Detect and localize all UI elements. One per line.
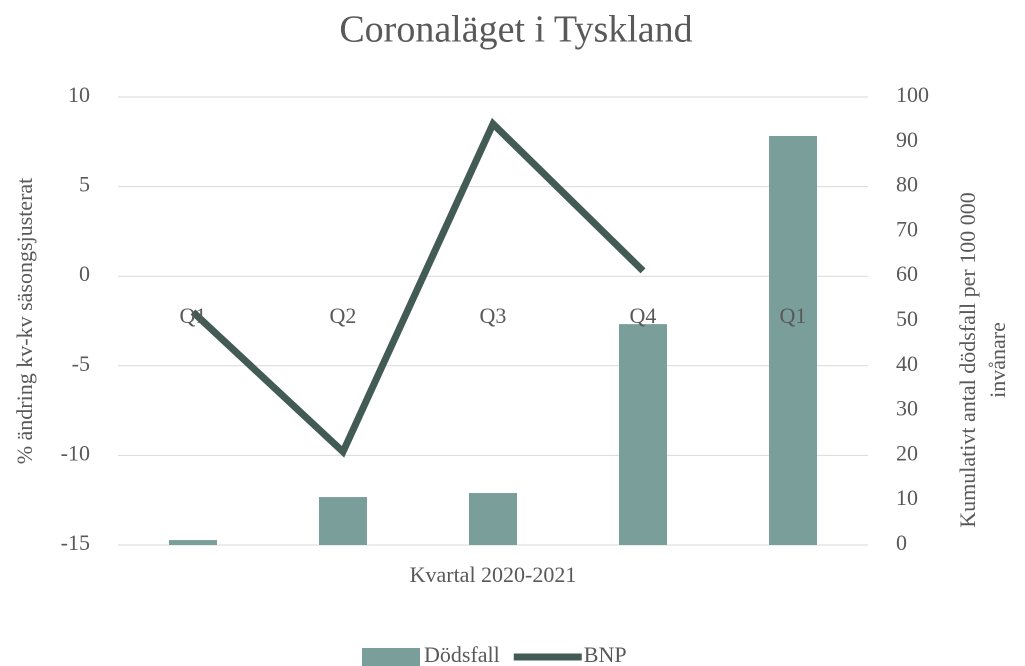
y2-tick-label: 20 (896, 440, 918, 465)
bar (619, 324, 667, 545)
y2-tick-label: 30 (896, 396, 918, 421)
y2-tick-label: 60 (896, 261, 918, 286)
y-tick-label: -15 (61, 530, 90, 555)
y-tick-label: 10 (68, 82, 90, 107)
y-tick-label: 0 (79, 261, 90, 286)
legend-label: BNP (584, 642, 627, 666)
x-tick-label: Q1 (180, 303, 207, 328)
legend-swatch (362, 648, 420, 666)
y2-tick-label: 80 (896, 172, 918, 197)
y2-tick-label: 90 (896, 127, 918, 152)
bar (469, 493, 517, 545)
y-tick-label: 5 (79, 172, 90, 197)
y2-tick-label: 10 (896, 485, 918, 510)
y-tick-label: -10 (61, 440, 90, 465)
x-tick-label: Q2 (330, 303, 357, 328)
bar (169, 540, 217, 545)
bar (769, 135, 817, 545)
y2-tick-label: 0 (896, 530, 907, 555)
x-axis-title: Kvartal 2020-2021 (410, 562, 577, 587)
line (190, 117, 646, 458)
legend-label: Dödsfall (424, 642, 500, 666)
y2-axis-title: invånare (985, 322, 1010, 398)
y-tick-label: -5 (72, 351, 90, 376)
x-tick-label: Q3 (480, 303, 507, 328)
y2-tick-label: 50 (896, 306, 918, 331)
y2-tick-label: 100 (896, 82, 929, 107)
x-tick-label: Q4 (630, 303, 657, 328)
bar (319, 497, 367, 545)
x-tick-label: Q1 (780, 303, 807, 328)
y-axis-title: % ändring kv-kv säsongsjusterat (12, 178, 37, 465)
y2-tick-label: 40 (896, 351, 918, 376)
chart-title: Coronaläget i Tyskland (339, 9, 692, 51)
y2-axis-title: Kumulativt antal dödsfall per 100 000 (955, 192, 980, 527)
y2-tick-label: 70 (896, 216, 918, 241)
